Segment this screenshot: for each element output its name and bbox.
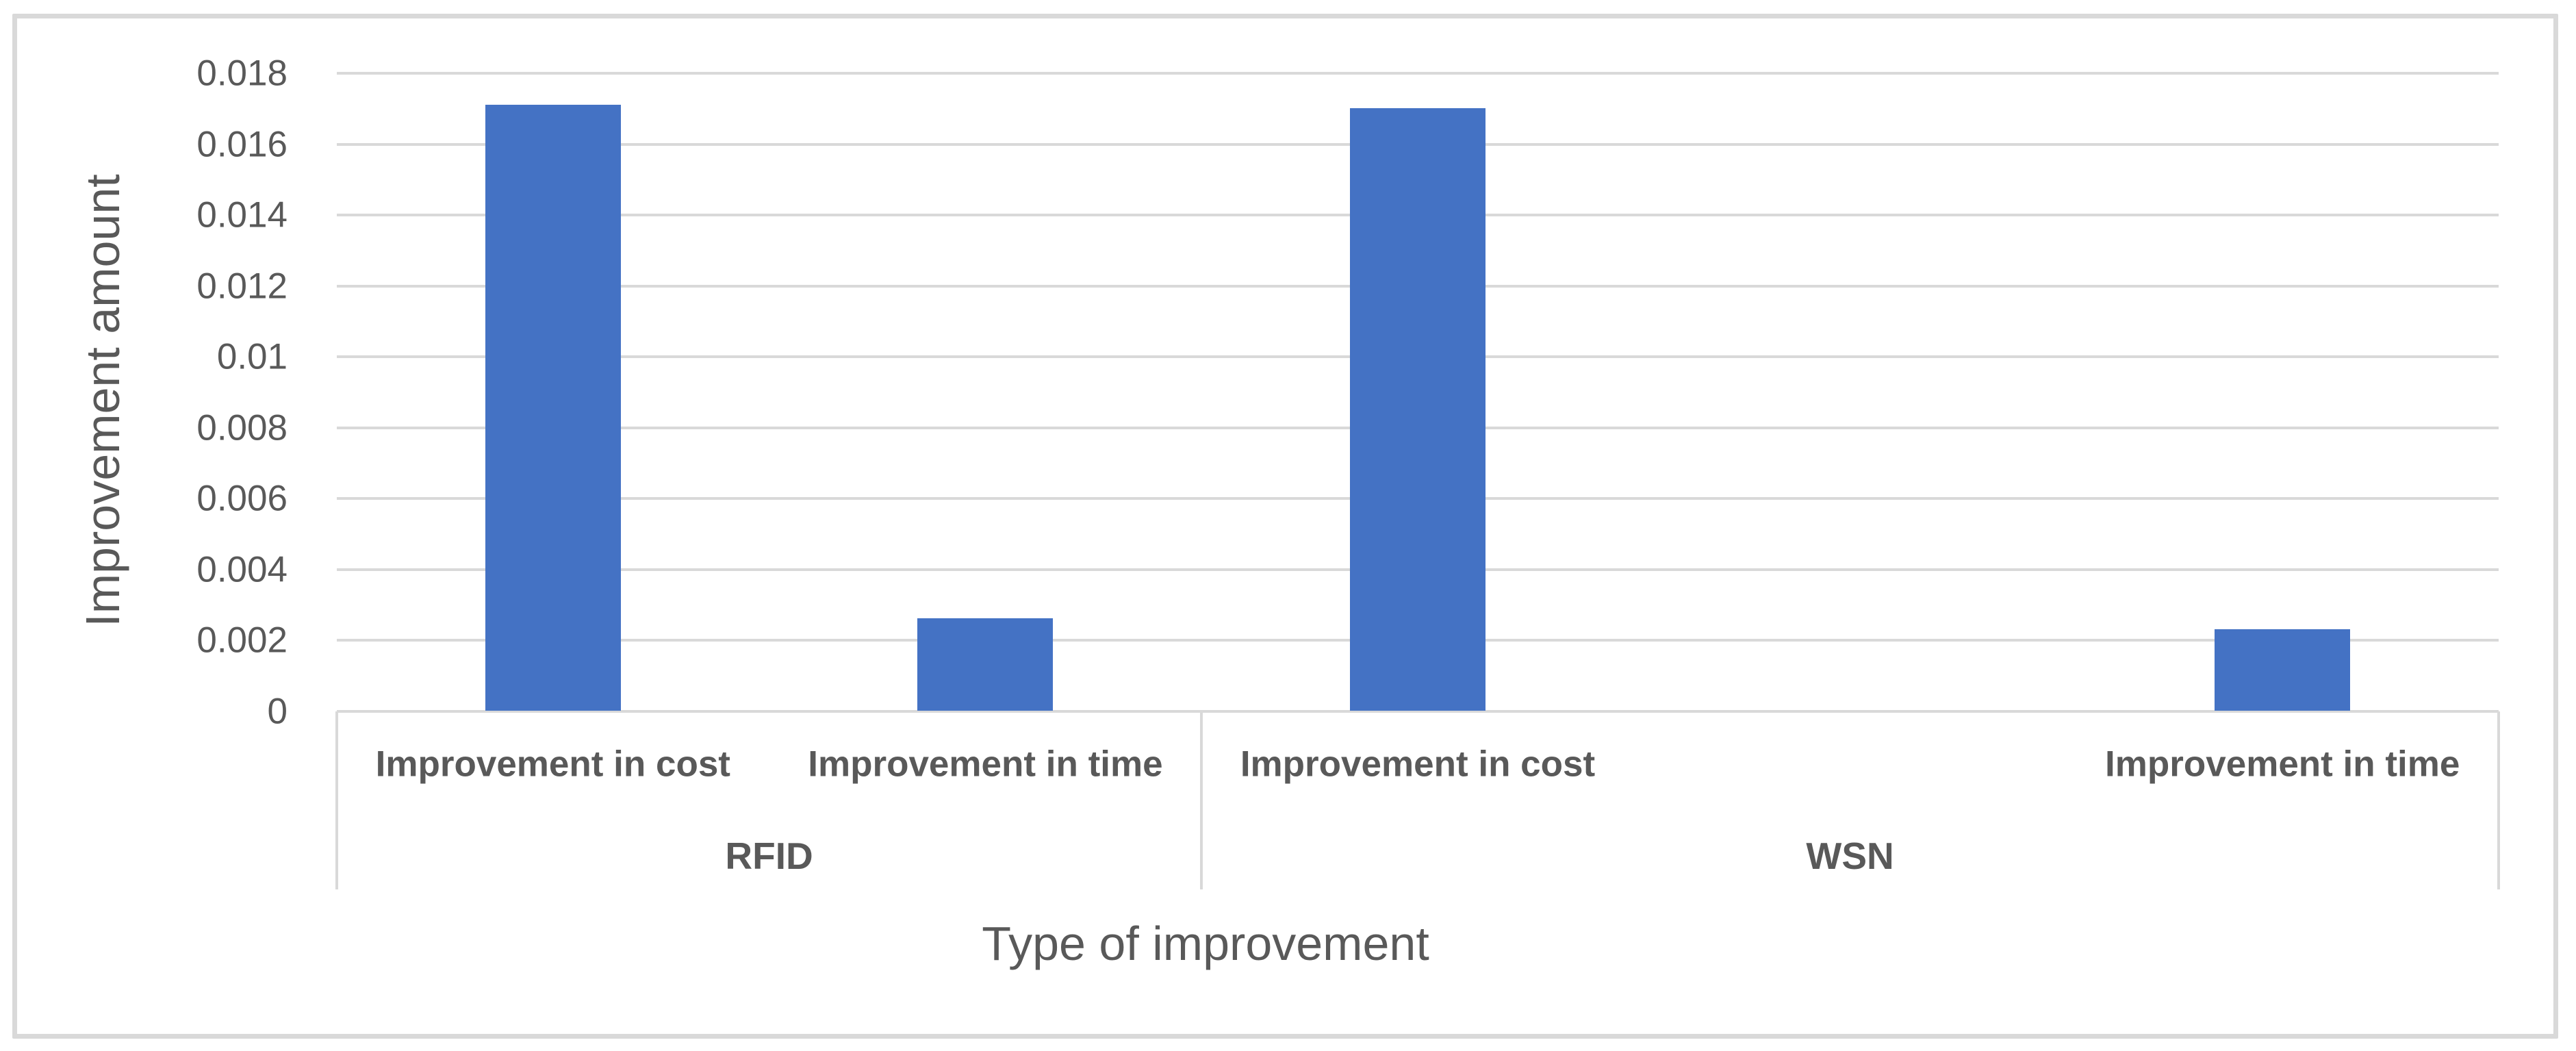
category-label: Improvement in time <box>2105 744 2460 785</box>
group-label-wsn: WSN <box>1806 835 1894 877</box>
x-axis-line <box>337 710 2499 713</box>
y-tick-label: 0.004 <box>196 549 288 590</box>
x-axis-title: Type of improvement <box>982 917 1429 970</box>
category-label: Improvement in time <box>808 744 1163 785</box>
category-divider <box>2497 711 2500 889</box>
group-label-rfid: RFID <box>725 835 813 877</box>
gridline <box>337 72 2499 75</box>
y-tick-label: 0.014 <box>196 194 288 236</box>
y-axis-title: Improvement amount <box>76 174 129 627</box>
y-tick-label: 0.006 <box>196 478 288 519</box>
category-divider <box>1200 711 1203 889</box>
bar-rfid-time <box>917 618 1053 711</box>
category-label: Improvement in cost <box>375 744 730 785</box>
y-tick-label: 0 <box>267 691 288 732</box>
bar-wsn-time <box>2215 629 2350 711</box>
bar-wsn-cost <box>1350 108 1485 711</box>
chart-border <box>12 14 2558 1039</box>
category-label: Improvement in cost <box>1240 744 1596 785</box>
y-tick-label: 0.01 <box>216 336 288 377</box>
category-divider <box>335 711 338 889</box>
y-tick-label: 0.008 <box>196 407 288 448</box>
y-tick-label: 0.016 <box>196 124 288 165</box>
y-tick-label: 0.012 <box>196 266 288 307</box>
y-tick-label: 0.002 <box>196 620 288 661</box>
bar-rfid-cost <box>485 105 621 711</box>
y-tick-label: 0.018 <box>196 53 288 94</box>
